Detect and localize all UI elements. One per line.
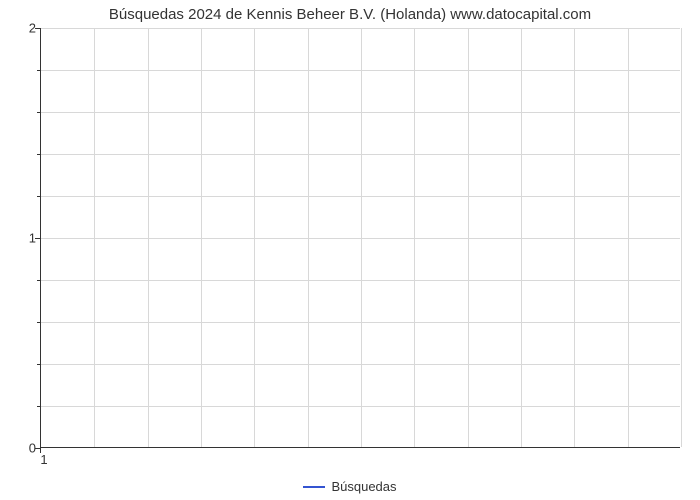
ytick-label: 0	[6, 441, 36, 456]
gridline-v	[201, 28, 202, 447]
ytick-label: 1	[6, 231, 36, 246]
gridline-v	[94, 28, 95, 447]
ytick-mark-minor	[37, 70, 40, 71]
legend-series-label: Búsquedas	[331, 479, 396, 494]
gridline-h	[41, 28, 680, 29]
xtick-label: 1	[40, 452, 47, 467]
gridline-v	[574, 28, 575, 447]
ytick-mark-minor	[37, 322, 40, 323]
ytick-mark-minor	[37, 280, 40, 281]
ytick-mark	[35, 28, 40, 29]
plot-area	[40, 28, 680, 448]
gridline-v	[414, 28, 415, 447]
legend: Búsquedas	[0, 478, 700, 494]
gridline-v	[468, 28, 469, 447]
gridline-v	[308, 28, 309, 447]
chart-title: Búsquedas 2024 de Kennis Beheer B.V. (Ho…	[0, 6, 700, 23]
ytick-mark	[35, 238, 40, 239]
ytick-mark-minor	[37, 406, 40, 407]
ytick-mark-minor	[37, 154, 40, 155]
gridline-v	[681, 28, 682, 447]
gridline-v	[254, 28, 255, 447]
ytick-label: 2	[6, 21, 36, 36]
legend-series-line	[303, 486, 325, 488]
ytick-mark-minor	[37, 364, 40, 365]
chart-container: Búsquedas 2024 de Kennis Beheer B.V. (Ho…	[0, 0, 700, 500]
ytick-mark-minor	[37, 112, 40, 113]
gridline-v	[148, 28, 149, 447]
gridline-v	[628, 28, 629, 447]
gridline-v	[361, 28, 362, 447]
ytick-mark-minor	[37, 196, 40, 197]
xtick-mark	[40, 448, 41, 453]
gridline-v	[521, 28, 522, 447]
